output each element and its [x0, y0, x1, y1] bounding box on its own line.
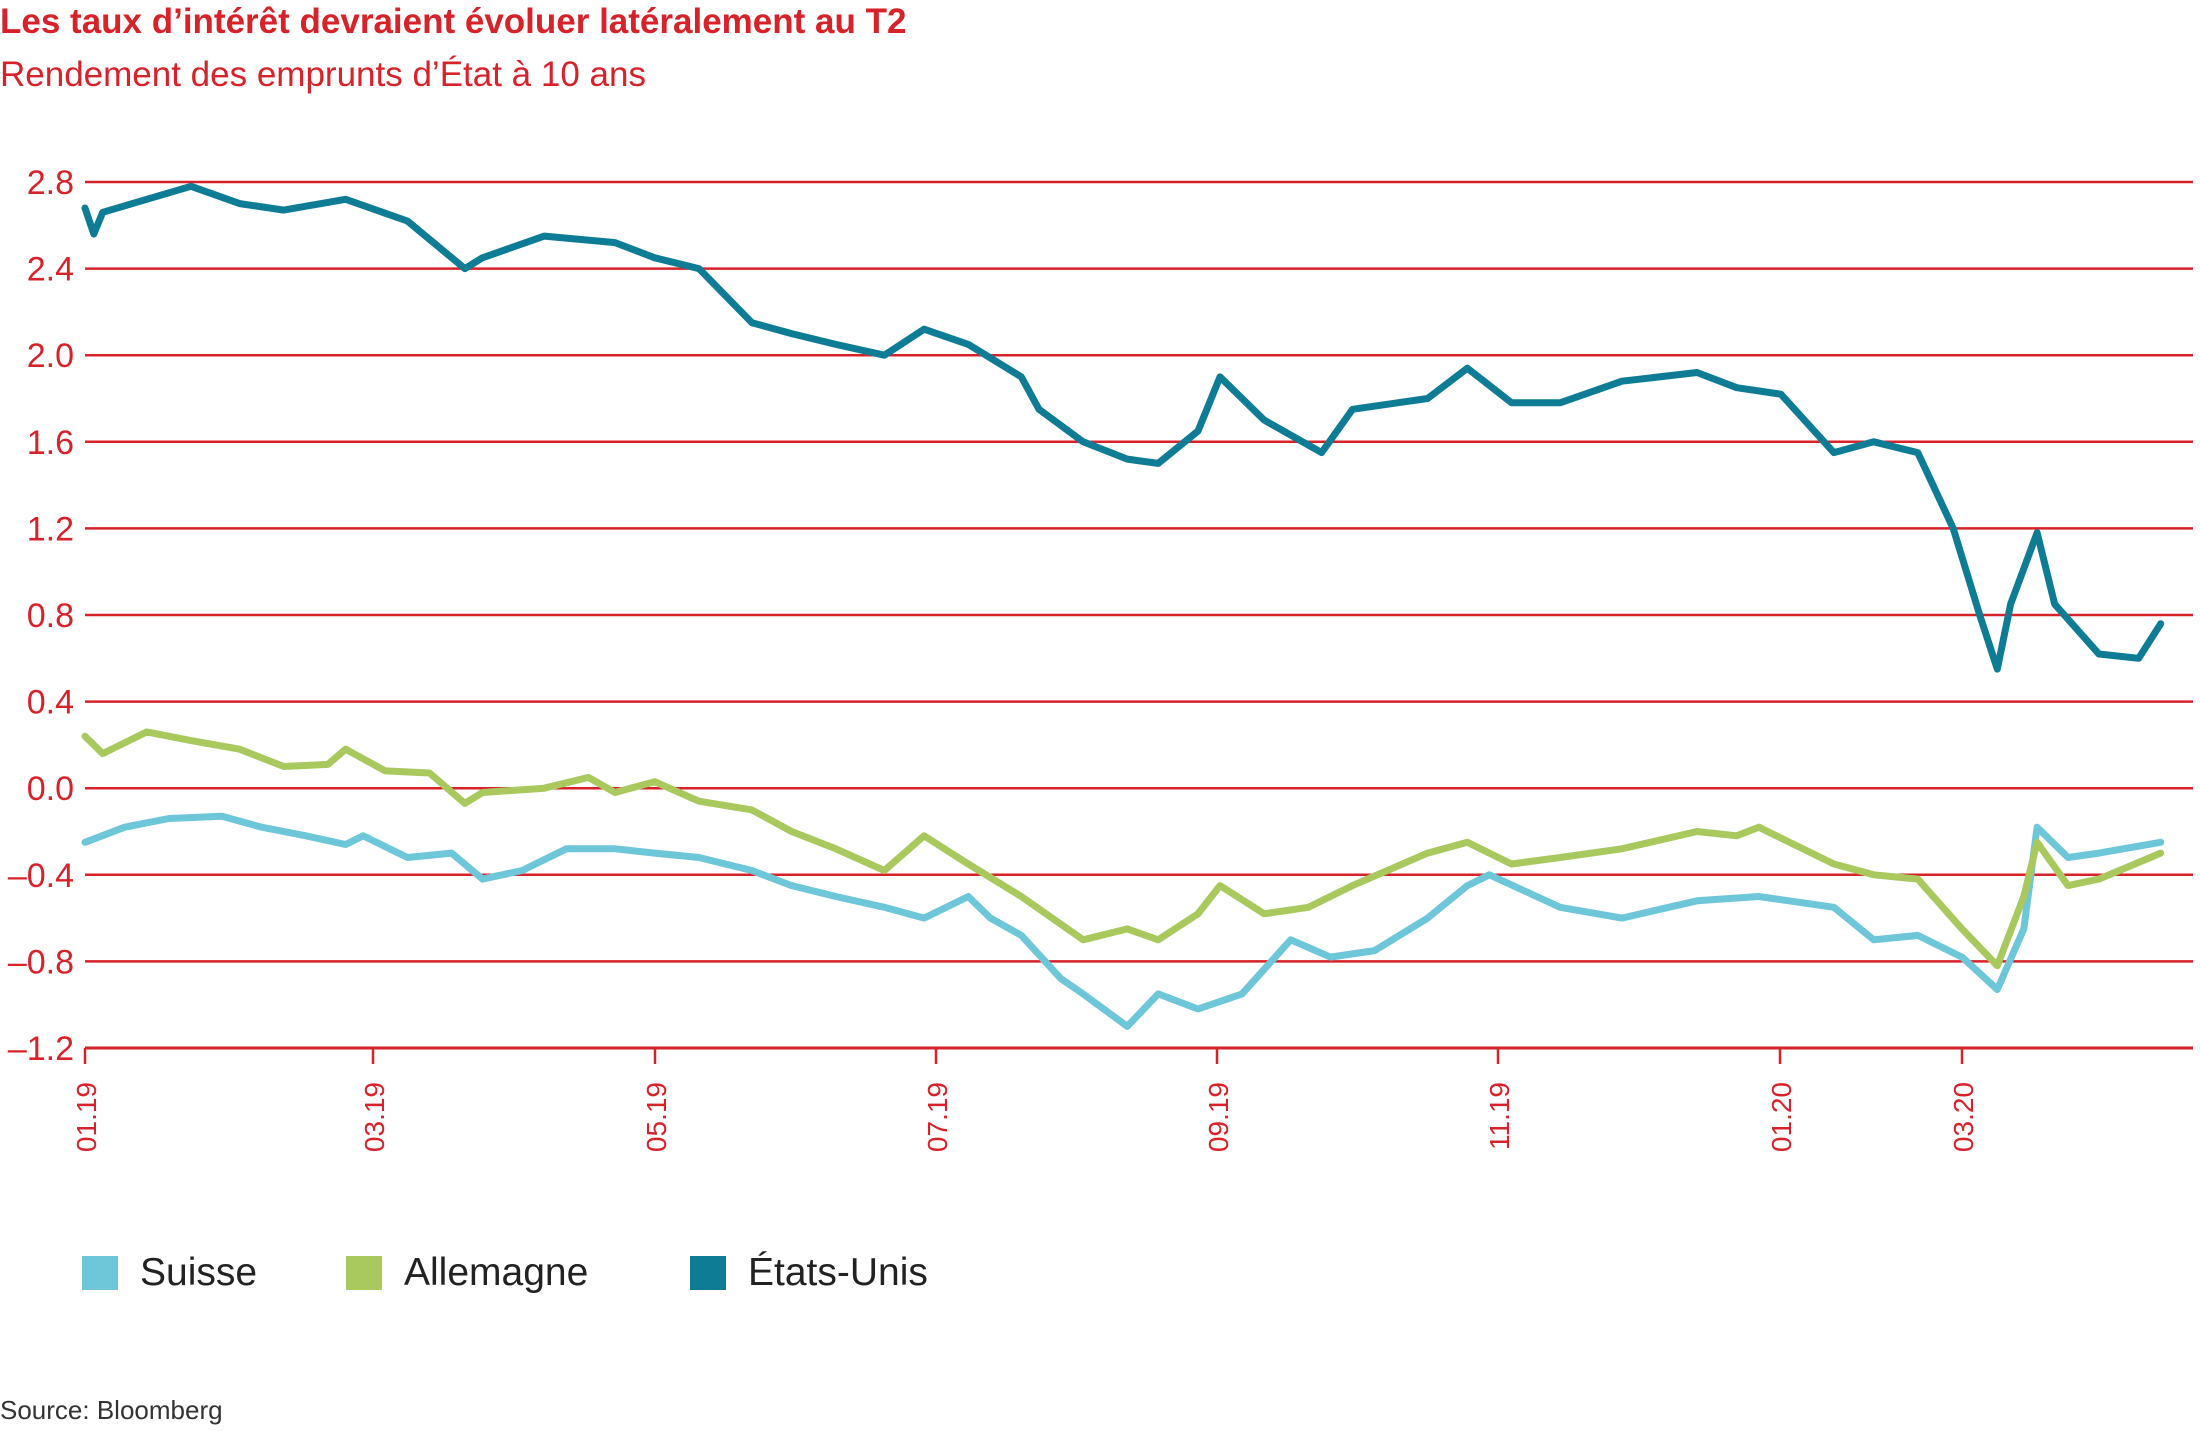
y-tick-label: 2.4	[27, 251, 74, 289]
legend-label-allemagne: Allemagne	[404, 1251, 589, 1294]
y-tick-label: 0.4	[27, 684, 74, 722]
legend-item-suisse: Suisse	[82, 1248, 257, 1298]
x-tick-label: 05.19	[641, 1082, 672, 1152]
x-axis: 01.19 03.19 05.19 07.19 09.19 11.19 01.20 03.20	[71, 1048, 1979, 1152]
y-tick-label: 1.6	[27, 424, 74, 462]
y-tick-label: 2.8	[27, 164, 74, 202]
y-tick-label: –0.8	[8, 943, 74, 981]
x-tick-label: 03.19	[359, 1082, 390, 1152]
y-tick-label: 0.8	[27, 597, 74, 635]
legend-label-suisse: Suisse	[140, 1251, 258, 1294]
series-line-etats-unis	[81, 182, 2165, 673]
legend: Suisse Allemagne États-Unis	[0, 1248, 1100, 1298]
x-tick-label: 07.19	[922, 1082, 953, 1152]
gridlines	[85, 180, 2193, 1050]
y-tick-label: 1.2	[27, 510, 74, 548]
legend-item-allemagne: Allemagne	[346, 1248, 588, 1298]
source-note: Source: Bloomberg	[0, 1395, 223, 1425]
x-tick-label: 03.20	[1948, 1082, 1979, 1152]
series-line-allemagne	[81, 728, 2165, 970]
x-tick-label: 09.19	[1203, 1082, 1234, 1152]
legend-label-etats-unis: États-Unis	[748, 1251, 928, 1294]
y-tick-label: 2.0	[27, 337, 74, 375]
y-tick-label: 0.0	[27, 770, 74, 808]
chart-title: Les taux d’intérêt devraient évoluer lat…	[0, 2, 907, 41]
legend-swatch-etats-unis	[690, 1256, 726, 1290]
series-line-suisse	[81, 812, 2165, 1030]
chart-subtitle: Rendement des emprunts d’État à 10 ans	[0, 55, 646, 94]
series-lines	[81, 182, 2165, 1030]
legend-item-etats-unis: États-Unis	[690, 1248, 928, 1298]
y-tick-label: –0.4	[8, 857, 74, 895]
y-tick-label: –1.2	[8, 1030, 74, 1068]
x-tick-label: 01.20	[1766, 1082, 1797, 1152]
legend-swatch-suisse	[82, 1256, 118, 1290]
legend-swatch-allemagne	[346, 1256, 382, 1290]
x-tick-label: 11.19	[1484, 1082, 1515, 1150]
x-tick-label: 01.19	[71, 1082, 102, 1152]
y-axis-tick-labels: 2.8 2.4 2.0 1.6 1.2 0.8 0.4 0.0 –0.4 –0.8 –1.2	[8, 164, 74, 1068]
